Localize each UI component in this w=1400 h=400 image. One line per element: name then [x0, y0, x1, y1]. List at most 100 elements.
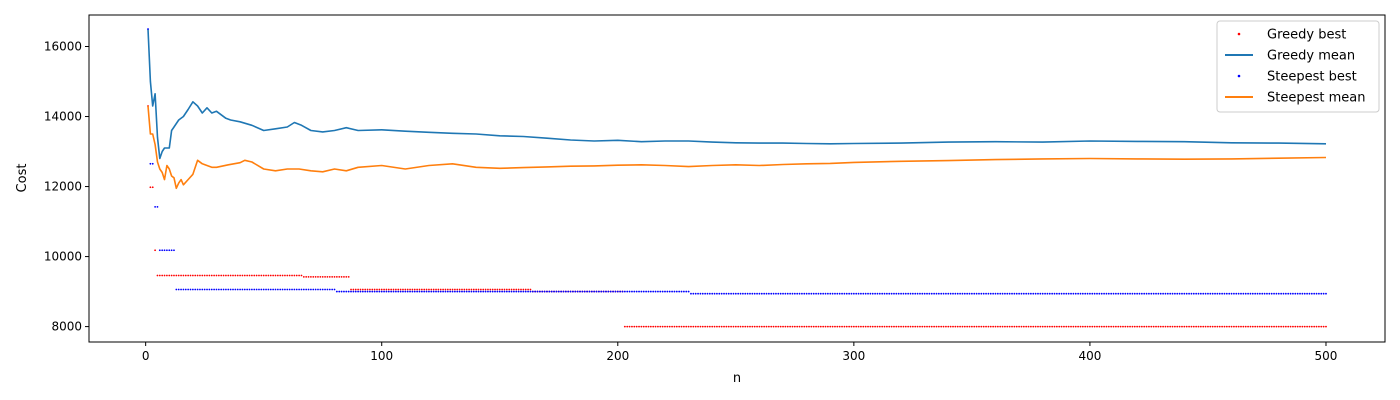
- data-point: [699, 292, 702, 295]
- data-point: [276, 288, 279, 291]
- data-point: [1131, 292, 1134, 295]
- data-point: [607, 290, 610, 293]
- series-line: [147, 105, 1327, 190]
- data-point: [472, 288, 475, 291]
- data-point: [1093, 292, 1096, 295]
- data-point: [760, 325, 763, 328]
- data-point: [697, 325, 699, 328]
- y-tick-label: 14000: [44, 110, 82, 124]
- data-point: [281, 274, 284, 277]
- data-point: [239, 274, 241, 277]
- data-point: [874, 292, 876, 295]
- data-point: [1055, 292, 1058, 295]
- data-point: [902, 292, 905, 295]
- data-point: [668, 325, 671, 328]
- data-point: [805, 325, 808, 328]
- data-point: [1091, 292, 1094, 295]
- data-point: [286, 274, 289, 277]
- data-point: [982, 325, 985, 328]
- data-point: [775, 325, 777, 328]
- data-point: [319, 275, 322, 278]
- data-point: [272, 288, 275, 291]
- data-point: [652, 325, 655, 328]
- data-point: [803, 292, 806, 295]
- data-point: [527, 288, 529, 291]
- legend: Greedy best Greedy mean Steepest best Steep…: [1216, 20, 1380, 113]
- data-point: [501, 288, 504, 291]
- data-point: [819, 325, 822, 328]
- data-point: [1119, 292, 1122, 295]
- data-point: [848, 292, 851, 295]
- data-point: [1008, 292, 1011, 295]
- data-point: [569, 290, 572, 293]
- data-point: [619, 290, 622, 293]
- data-point: [1240, 325, 1242, 328]
- data-point: [739, 292, 742, 295]
- data-point: [1126, 292, 1129, 295]
- data-point: [1237, 292, 1240, 295]
- data-point: [302, 288, 305, 291]
- data-point: [1011, 292, 1013, 295]
- data-point: [895, 292, 898, 295]
- data-point: [1150, 292, 1153, 295]
- data-point: [609, 290, 612, 293]
- data-point: [876, 325, 879, 328]
- data-point: [989, 292, 992, 295]
- data-point: [310, 288, 312, 291]
- data-point: [1280, 292, 1283, 295]
- data-point: [829, 292, 832, 295]
- data-point: [704, 292, 707, 295]
- data-point: [543, 290, 546, 293]
- data-point: [1178, 325, 1181, 328]
- data-point: [930, 325, 933, 328]
- data-point: [390, 288, 393, 291]
- data-point: [312, 288, 315, 291]
- data-point: [1070, 292, 1072, 295]
- data-point: [1041, 325, 1044, 328]
- data-point: [1034, 292, 1037, 295]
- data-point: [378, 288, 381, 291]
- data-point: [1032, 292, 1035, 295]
- data-point: [1247, 325, 1249, 328]
- data-point: [156, 274, 159, 277]
- data-point: [749, 325, 751, 328]
- data-point: [326, 288, 329, 291]
- data-point: [1171, 292, 1174, 295]
- data-point: [919, 325, 921, 328]
- data-point: [524, 290, 527, 293]
- data-point: [1174, 292, 1176, 295]
- x-tick-label: 100: [370, 349, 393, 363]
- data-point: [673, 325, 676, 328]
- data-point: [817, 292, 820, 295]
- data-point: [494, 288, 496, 291]
- data-point: [919, 292, 921, 295]
- data-point: [1294, 325, 1297, 328]
- data-point: [385, 288, 388, 291]
- data-point: [1303, 325, 1306, 328]
- data-point: [810, 325, 813, 328]
- data-point: [975, 292, 978, 295]
- data-point: [498, 288, 501, 291]
- data-point: [213, 274, 216, 277]
- data-point: [361, 290, 364, 293]
- data-point: [900, 325, 902, 328]
- data-point: [933, 292, 936, 295]
- data-point: [671, 325, 673, 328]
- data-point: [730, 292, 732, 295]
- data-point: [255, 274, 258, 277]
- data-point: [359, 288, 362, 291]
- data-point: [1197, 292, 1200, 295]
- data-point: [860, 292, 862, 295]
- data-point: [867, 325, 869, 328]
- data-point: [786, 325, 789, 328]
- data-point: [1129, 292, 1131, 295]
- data-point: [442, 288, 444, 291]
- data-point: [1244, 292, 1247, 295]
- data-point: [966, 325, 969, 328]
- series-2: [147, 28, 1327, 295]
- data-point: [824, 292, 827, 295]
- data-point: [369, 288, 371, 291]
- data-point: [701, 292, 704, 295]
- data-point: [810, 292, 813, 295]
- data-point: [638, 290, 640, 293]
